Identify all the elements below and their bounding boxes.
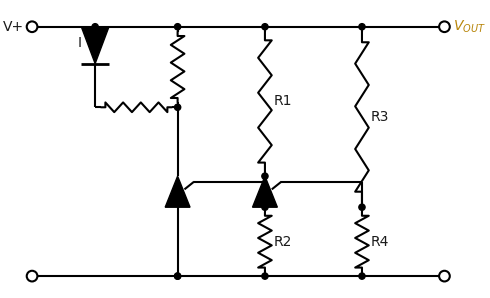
Circle shape	[359, 24, 365, 30]
Circle shape	[174, 273, 181, 279]
Circle shape	[262, 273, 268, 279]
Text: $V_{OUT}$: $V_{OUT}$	[453, 18, 486, 35]
Circle shape	[439, 21, 450, 32]
Text: R2: R2	[274, 235, 292, 249]
Circle shape	[262, 24, 268, 30]
Circle shape	[262, 204, 268, 210]
Text: R1: R1	[274, 94, 292, 108]
Text: R3: R3	[371, 110, 389, 124]
Circle shape	[174, 273, 181, 279]
Circle shape	[359, 204, 365, 210]
Circle shape	[262, 173, 268, 179]
Circle shape	[439, 271, 450, 281]
Text: R4: R4	[371, 235, 389, 249]
Polygon shape	[81, 27, 109, 63]
Polygon shape	[165, 176, 190, 207]
Circle shape	[92, 24, 98, 30]
Text: I: I	[77, 36, 81, 50]
Circle shape	[27, 21, 37, 32]
Text: V+: V+	[3, 20, 25, 34]
Polygon shape	[252, 176, 277, 207]
Circle shape	[174, 24, 181, 30]
Circle shape	[27, 271, 37, 281]
Circle shape	[359, 273, 365, 279]
Circle shape	[174, 104, 181, 110]
